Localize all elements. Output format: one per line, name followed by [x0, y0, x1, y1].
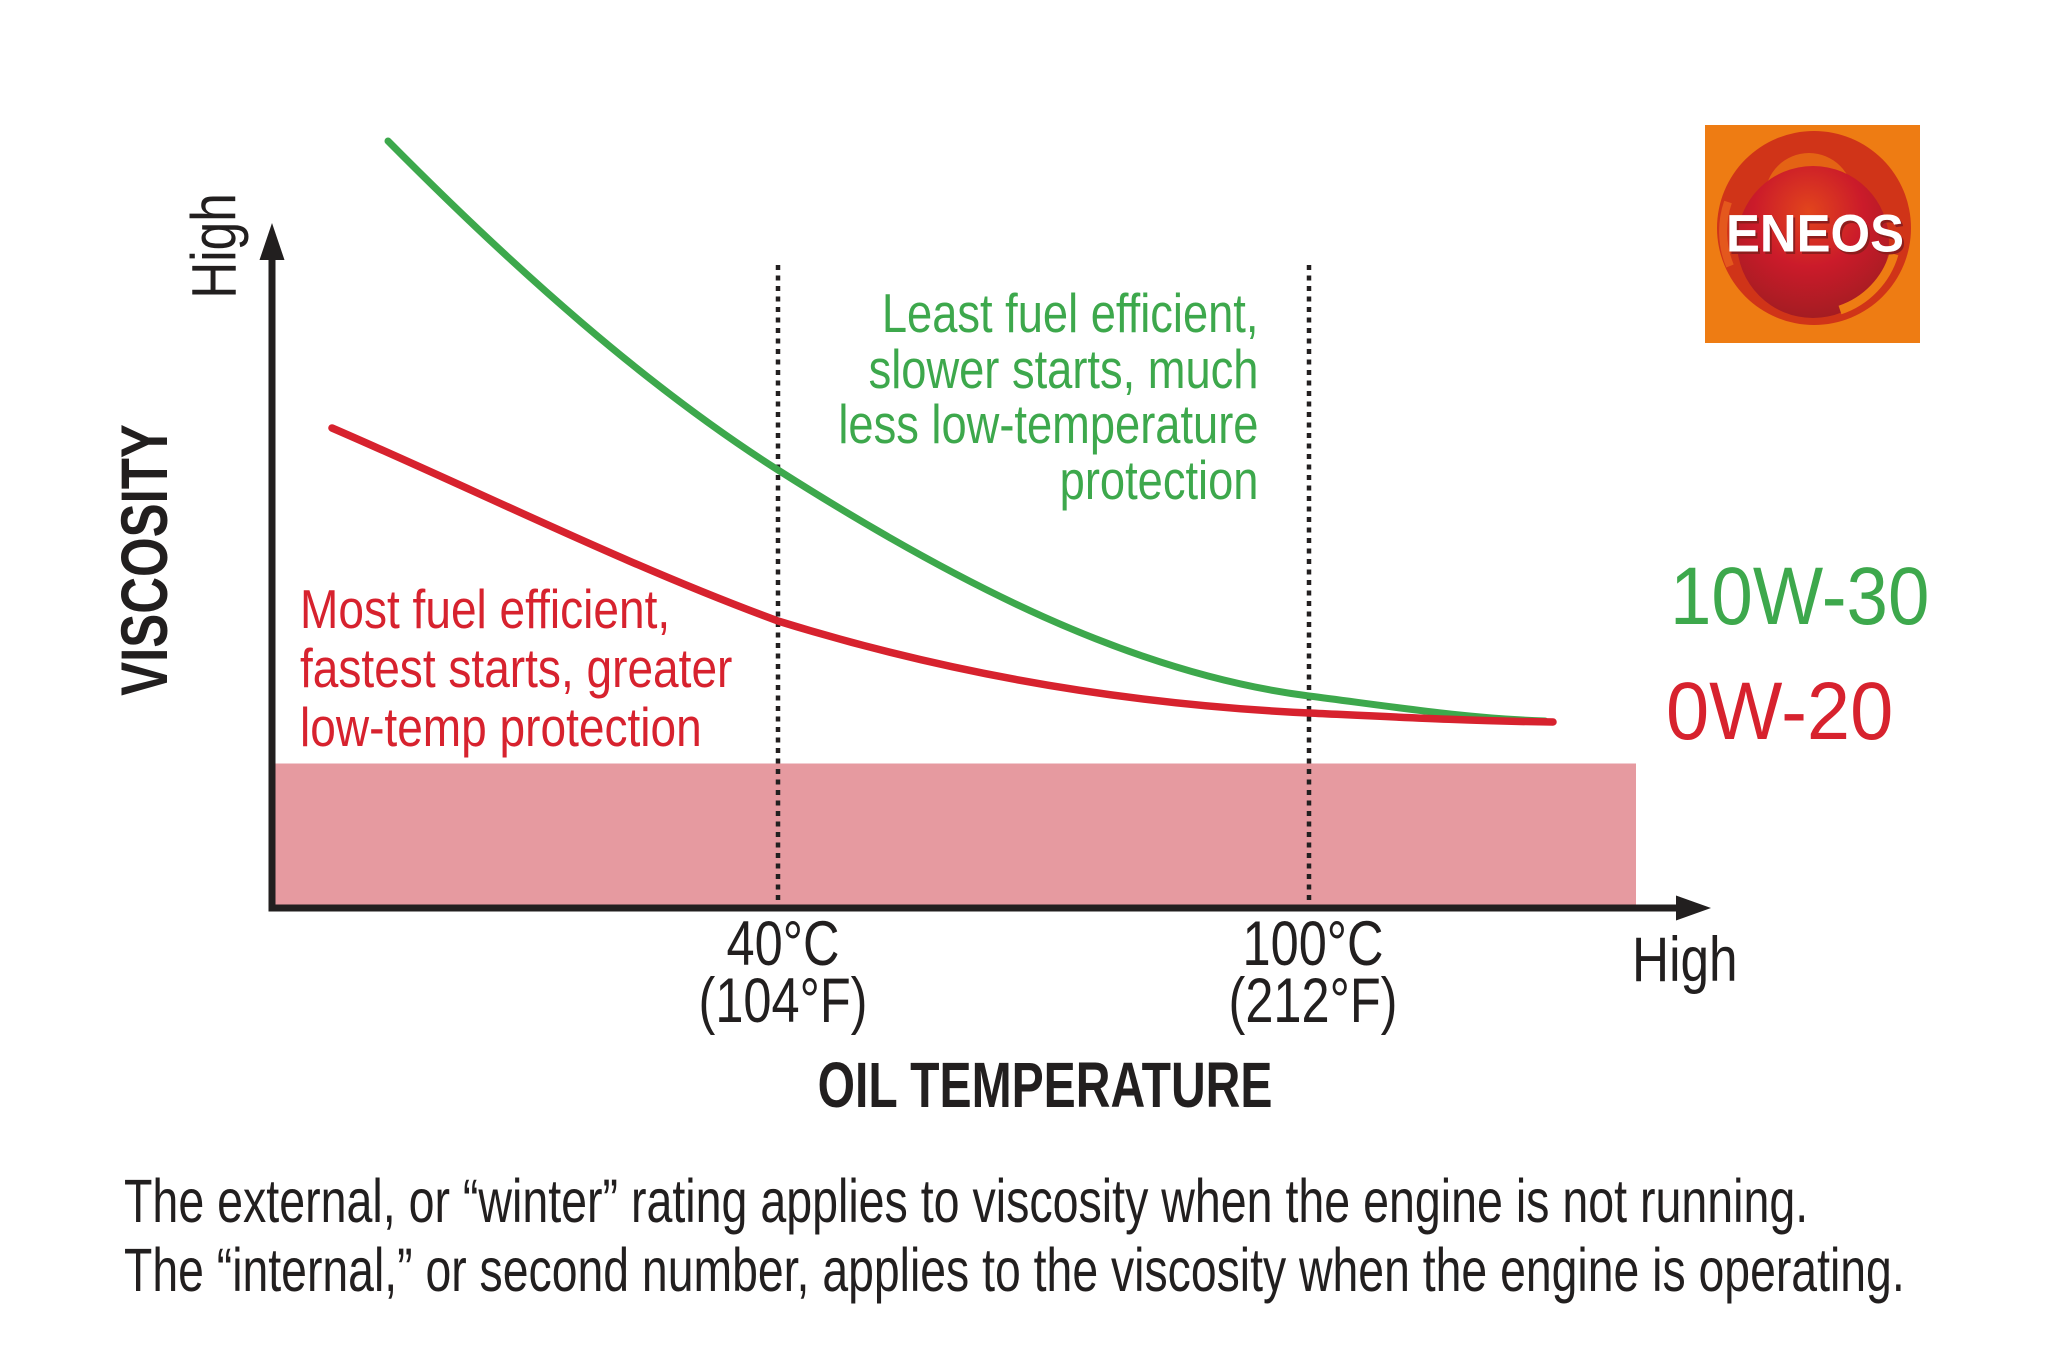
svg-text:ENEOS: ENEOS: [1726, 205, 1904, 264]
svg-text:ENEOS: ENEOS: [1728, 207, 1906, 266]
